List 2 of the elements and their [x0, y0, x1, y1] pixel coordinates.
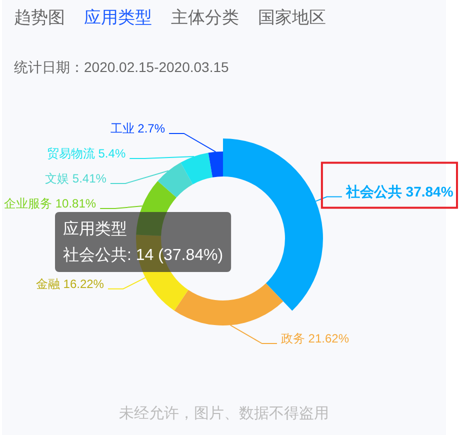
note: 未经允许，图片、数据不得盗用: [119, 405, 329, 422]
subtitle: 统计日期：2020.02.15-2020.03.15: [14, 59, 229, 75]
